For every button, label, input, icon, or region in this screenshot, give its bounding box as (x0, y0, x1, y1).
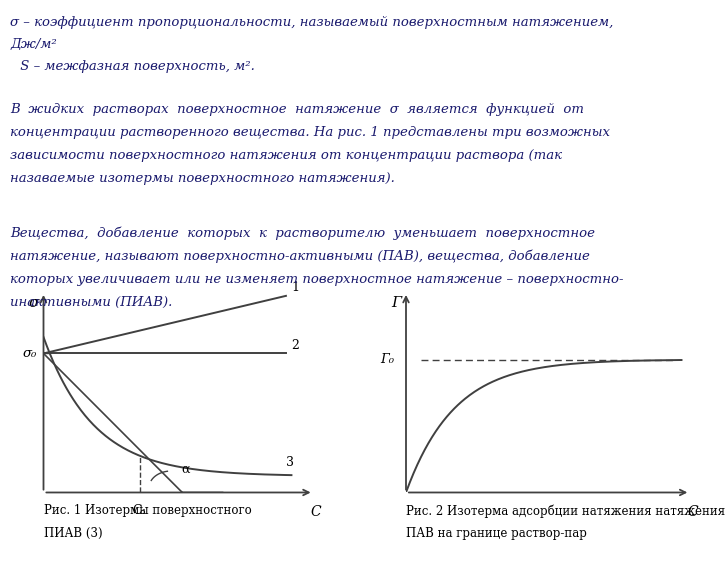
Text: C: C (311, 505, 322, 519)
Text: α: α (181, 463, 189, 476)
Text: C: C (688, 505, 698, 519)
Text: инактивными (ПИАВ).: инактивными (ПИАВ). (10, 296, 173, 309)
Text: ПИАВ (3): ПИАВ (3) (44, 527, 102, 540)
Text: Рис. 1 Изотермы поверхностного: Рис. 1 Изотермы поверхностного (44, 504, 252, 517)
Text: натяжение, называют поверхностно-активными (ПАВ), вещества, добавление: натяжение, называют поверхностно-активны… (10, 250, 590, 263)
Text: S – межфазная поверхность, м².: S – межфазная поверхность, м². (16, 60, 254, 73)
Text: Дж/м²: Дж/м² (10, 38, 57, 51)
Text: Вещества,  добавление  которых  к  растворителю  уменьшает  поверхностное: Вещества, добавление которых к растворит… (10, 227, 595, 240)
Text: которых увеличивает или не изменяет поверхностное натяжение – поверхностно-: которых увеличивает или не изменяет пове… (10, 273, 624, 286)
Text: C₁: C₁ (133, 504, 147, 517)
Text: концентрации растворенного вещества. На рис. 1 представлены три возможных: концентрации растворенного вещества. На … (10, 126, 610, 139)
Text: Г₀: Г₀ (381, 353, 394, 366)
Text: 1: 1 (291, 281, 299, 294)
Text: назаваемые изотермы поверхностного натяжения).: назаваемые изотермы поверхностного натяж… (10, 172, 395, 185)
Text: σ – коэффициент пропорциональности, называемый поверхностным натяжением,: σ – коэффициент пропорциональности, назы… (10, 16, 613, 29)
Text: В  жидких  растворах  поверхностное  натяжение  σ  является  функцией  от: В жидких растворах поверхностное натяжен… (10, 103, 584, 116)
Text: зависимости поверхностного натяжения от концентрации раствора (так: зависимости поверхностного натяжения от … (10, 149, 562, 162)
Text: Рис. 2 Изотерма адсорбции натяжения натяжения растворов ПАВ (1, 2) и: Рис. 2 Изотерма адсорбции натяжения натя… (406, 504, 725, 517)
Text: Г: Г (392, 296, 402, 310)
Text: ПАВ на границе раствор-пар: ПАВ на границе раствор-пар (406, 527, 587, 540)
Text: σ₀: σ₀ (22, 347, 36, 360)
Text: 2: 2 (291, 339, 299, 353)
Text: σ: σ (29, 296, 39, 310)
Text: 3: 3 (286, 456, 294, 469)
